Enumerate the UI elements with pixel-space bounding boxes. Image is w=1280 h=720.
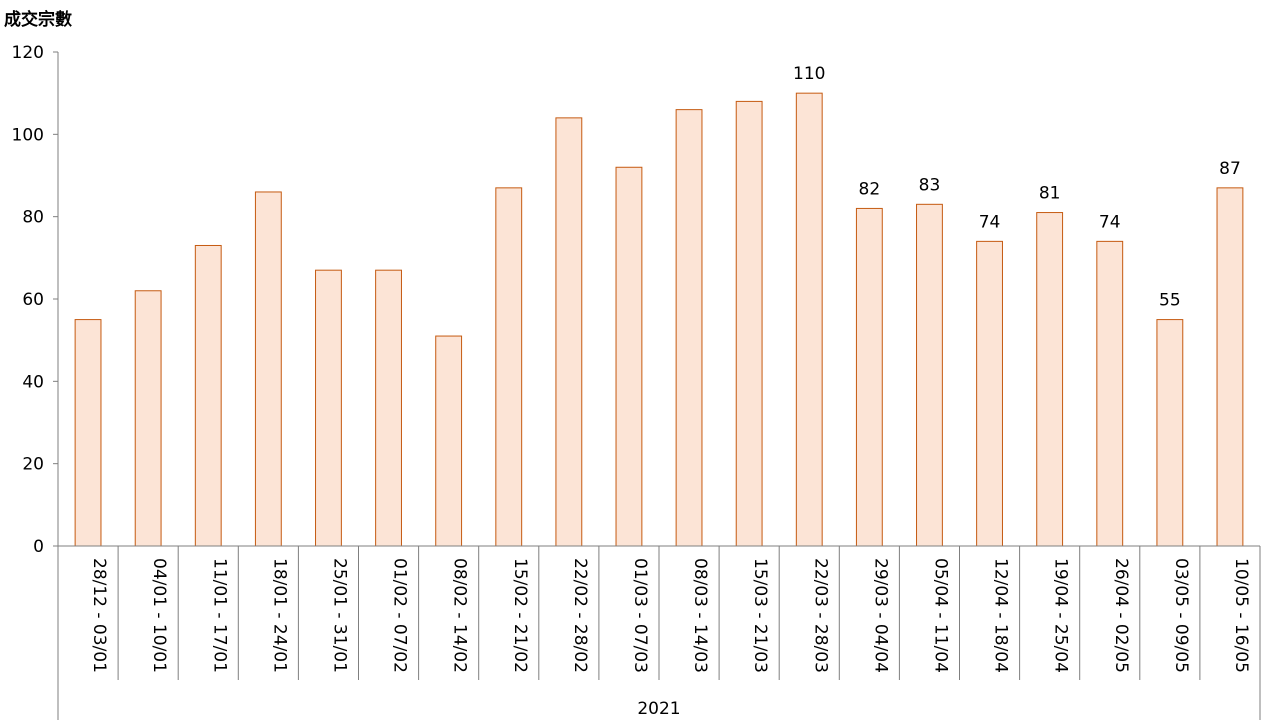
y-axis: 0 20 40 60 80 100 120 bbox=[12, 43, 59, 720]
x-tick-label: 25/01 - 31/01 bbox=[329, 558, 349, 673]
data-label: 55 bbox=[1159, 291, 1181, 311]
bar bbox=[855, 207, 883, 547]
x-tick-label: 28/12 - 03/01 bbox=[89, 558, 109, 673]
x-tick-label: 08/03 - 14/03 bbox=[690, 558, 710, 673]
bar bbox=[1156, 319, 1184, 547]
bar bbox=[315, 269, 342, 547]
x-tick-label: 08/02 - 14/02 bbox=[450, 558, 470, 673]
x-tick-label: 22/02 - 28/02 bbox=[570, 558, 590, 673]
bar bbox=[916, 203, 943, 547]
bars bbox=[74, 92, 1244, 547]
x-tick-label: 03/05 - 09/05 bbox=[1171, 558, 1191, 673]
x-tick-label: 15/02 - 21/02 bbox=[510, 558, 530, 673]
y-tick-label: 60 bbox=[22, 290, 44, 310]
bar bbox=[1096, 240, 1124, 547]
bar bbox=[74, 319, 102, 547]
bar bbox=[254, 191, 282, 547]
data-label: 81 bbox=[1039, 184, 1061, 204]
data-labels: 110 82 83 74 81 74 55 87 bbox=[793, 64, 1241, 310]
bar bbox=[435, 335, 463, 547]
x-tick-label: 18/01 - 24/01 bbox=[269, 558, 289, 673]
y-tick-label: 20 bbox=[22, 455, 44, 475]
x-tick-label: 29/03 - 04/04 bbox=[870, 558, 890, 673]
data-label: 82 bbox=[859, 179, 881, 199]
y-tick-label: 100 bbox=[12, 125, 44, 145]
y-tick-label: 40 bbox=[22, 372, 44, 392]
x-tick-label: 10/05 - 16/05 bbox=[1231, 558, 1251, 673]
data-label: 74 bbox=[1099, 212, 1121, 232]
y-tick-label: 120 bbox=[12, 43, 44, 63]
x-tick-label: 12/04 - 18/04 bbox=[991, 558, 1011, 673]
bar bbox=[495, 187, 523, 547]
x-tick-label: 11/01 - 17/01 bbox=[209, 558, 229, 673]
data-label: 83 bbox=[919, 175, 941, 195]
x-tick-label: 26/04 - 02/05 bbox=[1111, 558, 1131, 673]
bar bbox=[795, 92, 823, 547]
bar bbox=[976, 240, 1003, 547]
data-label: 110 bbox=[793, 64, 825, 84]
y-tick-label: 80 bbox=[22, 208, 44, 228]
data-label: 74 bbox=[979, 212, 1001, 232]
x-tick-label: 04/01 - 10/01 bbox=[149, 558, 169, 673]
x-tick-label: 19/04 - 25/04 bbox=[1051, 558, 1071, 673]
x-tick-label: 22/03 - 28/03 bbox=[810, 558, 830, 673]
bar bbox=[375, 269, 402, 547]
bar bbox=[735, 100, 763, 547]
y-axis-title: 成交宗數 bbox=[4, 9, 72, 30]
bar bbox=[1036, 212, 1064, 547]
x-tick-label: 01/03 - 07/03 bbox=[630, 558, 650, 673]
x-axis: 28/12 - 03/01 04/01 - 10/01 11/01 - 17/01 1… bbox=[58, 545, 1261, 720]
data-label: 87 bbox=[1219, 159, 1241, 179]
bar bbox=[555, 117, 583, 547]
x-tick-label: 15/03 - 21/03 bbox=[750, 558, 770, 673]
x-tick-label: 05/04 - 11/04 bbox=[930, 558, 950, 673]
bar bbox=[615, 166, 643, 547]
y-tick-label: 0 bbox=[33, 537, 44, 557]
x-group-label: 2021 bbox=[637, 699, 680, 719]
bar bbox=[194, 244, 222, 547]
bar bbox=[675, 109, 703, 547]
bar bbox=[134, 290, 162, 547]
x-tick-label: 01/02 - 07/02 bbox=[390, 558, 410, 673]
bar bbox=[1216, 187, 1244, 547]
